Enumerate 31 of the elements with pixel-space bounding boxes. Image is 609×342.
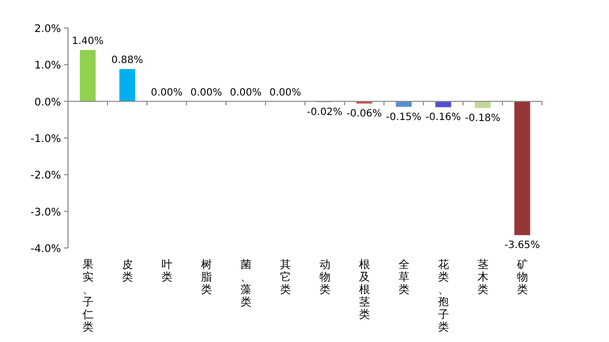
y-tick-label: 0.0% [34,96,62,108]
x-tick-label: 根及根茎类 [358,258,370,321]
data-label: -0.18% [465,112,500,124]
data-label: 0.00% [230,87,262,98]
x-tick-label: 全草类 [398,258,410,296]
x-tick-label: 矿物类 [516,258,528,296]
data-label: 0.88% [111,55,144,66]
data-label: -0.15% [386,112,422,123]
x-tick-label: 花类、孢子类 [438,258,449,334]
data-label: -0.02% [307,107,342,118]
x-tick-label: 动物类 [319,258,330,296]
data-label: 1.40% [72,36,104,47]
y-tick-label: -2.0% [30,170,62,182]
data-label: 0.00% [190,87,222,98]
x-tick-label: 果实、子仁类 [82,258,94,334]
y-tick-label: 1.0% [34,60,62,72]
data-label: -3.65% [504,240,540,252]
data-label: 0.00% [150,87,183,98]
x-tick-label: 树脂类 [200,258,212,296]
data-label: -0.16% [426,112,461,124]
x-tick-label: 菌、藻类 [240,258,252,308]
x-tick-label: 茎木类 [477,258,488,296]
y-tick-label: 2.0% [34,23,62,35]
data-label: -0.06% [346,108,382,120]
y-tick-label: -3.0% [30,206,62,218]
x-tick-label: 皮类 [122,258,133,284]
y-tick-label: -4.0% [30,243,62,255]
x-tick-label: 叶类 [161,258,172,284]
data-label: 0.00% [269,87,302,98]
x-tick-label: 其它类 [280,258,291,296]
y-tick-label: -1.0% [30,133,62,145]
